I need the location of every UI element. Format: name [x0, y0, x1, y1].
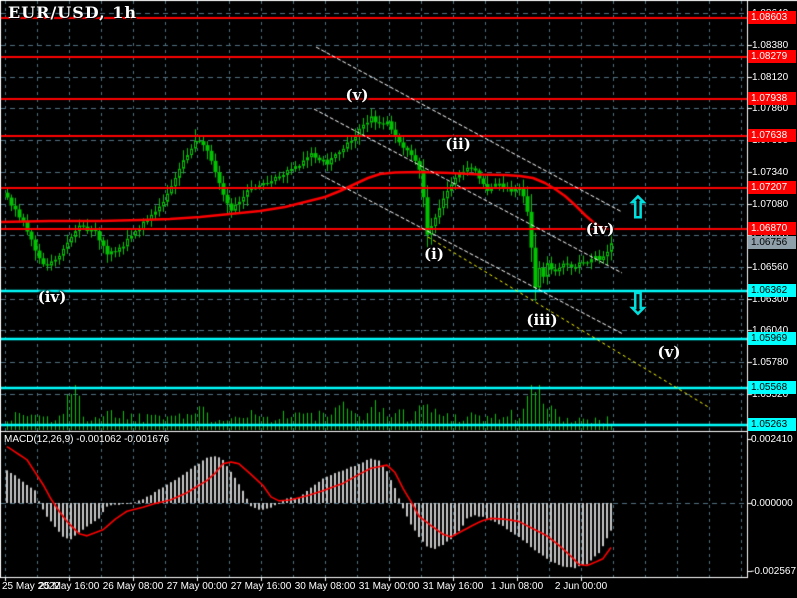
wave-label-iv[interactable]: (iv) — [37, 288, 67, 306]
up-arrow-icon[interactable]: ⇧ — [625, 192, 651, 225]
wave-label-ii[interactable]: (ii) — [445, 135, 471, 153]
wave-label-iii[interactable]: (iii) — [526, 311, 558, 329]
wave-label-iv[interactable]: (iv) — [585, 220, 615, 238]
wave-label-v[interactable]: (v) — [345, 86, 369, 104]
wave-label-i[interactable]: (i) — [424, 245, 444, 263]
down-arrow-icon[interactable]: ⇩ — [625, 288, 651, 321]
wave-label-v[interactable]: (v) — [657, 343, 681, 361]
